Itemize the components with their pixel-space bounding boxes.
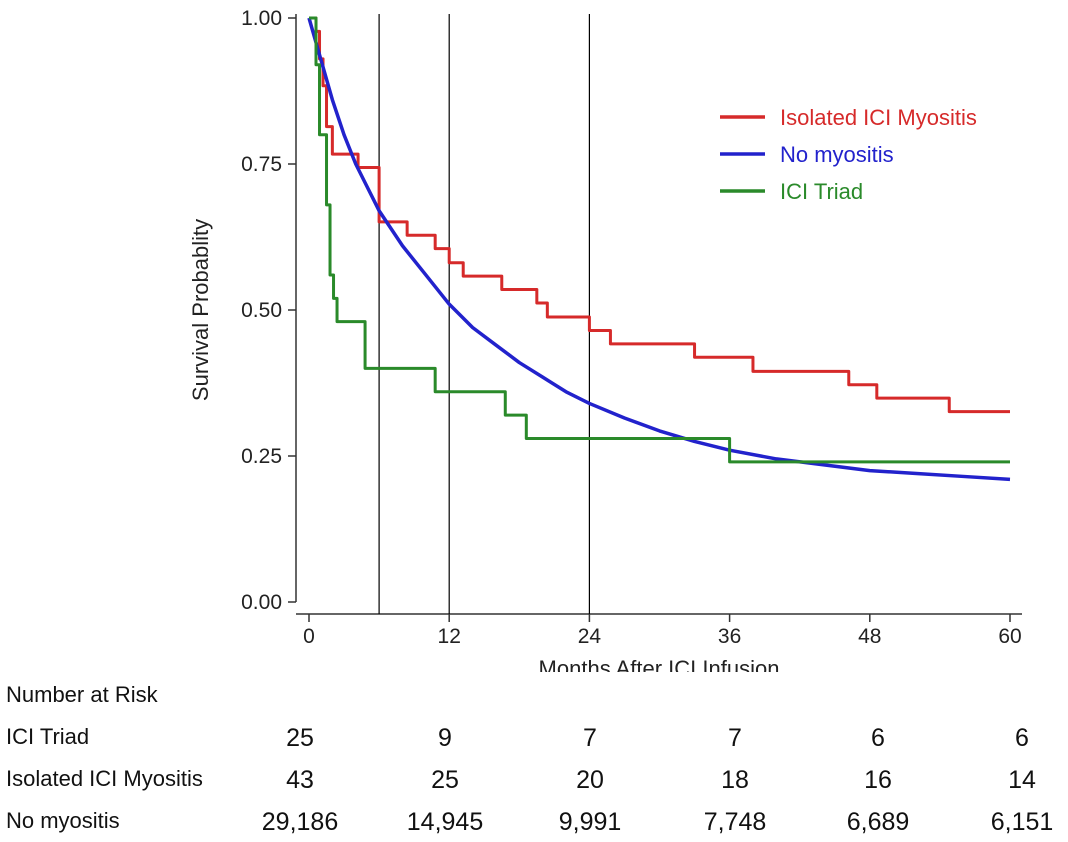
risk-cell: 18 bbox=[721, 766, 749, 794]
series-line bbox=[309, 16, 1010, 464]
x-tick-label: 36 bbox=[718, 625, 741, 648]
series-layer bbox=[307, 16, 1011, 482]
risk-table-title: Number at Risk bbox=[6, 682, 158, 707]
x-tick-label: 12 bbox=[438, 625, 461, 648]
plot-frame bbox=[295, 14, 1022, 615]
risk-cell: 7,748 bbox=[703, 808, 767, 836]
risk-cell: 6,151 bbox=[990, 808, 1054, 836]
legend: Isolated ICI Myositis No myositis ICI Tria… bbox=[720, 105, 977, 204]
risk-row: ICI Triad 25 9 7 7 6 6 bbox=[0, 724, 1068, 758]
x-axis-ticks: 0 12 24 36 48 60 bbox=[303, 614, 1022, 648]
x-axis-title: Months After ICI Infusion bbox=[539, 656, 780, 672]
y-tick-label: 0.00 bbox=[241, 591, 282, 614]
risk-cell: 29,186 bbox=[261, 808, 339, 836]
legend-label: Isolated ICI Myositis bbox=[780, 105, 977, 130]
reference-lines bbox=[378, 14, 591, 614]
risk-row: Isolated ICI Myositis 43 25 20 18 16 14 bbox=[0, 766, 1068, 800]
y-axis-ticks: 0.00 0.25 0.50 0.75 1.00 bbox=[241, 7, 296, 614]
survival-chart: 0 12 24 36 48 60 0.00 0.25 0.50 0.75 1.00 Months … bbox=[188, 7, 1022, 672]
risk-cell: 25 bbox=[431, 766, 459, 794]
y-tick-label: 0.25 bbox=[241, 445, 282, 468]
y-tick-label: 1.00 bbox=[241, 7, 282, 30]
x-tick-label: 0 bbox=[303, 625, 315, 648]
x-tick-label: 60 bbox=[998, 625, 1021, 648]
y-tick-label: 0.50 bbox=[241, 299, 282, 322]
risk-row: No myositis 29,186 14,945 9,991 7,748 6,689 6,… bbox=[0, 808, 1068, 842]
series-line bbox=[307, 17, 1011, 482]
number-at-risk-table: Number at Risk ICI Triad 25 9 7 7 6 6 Isolated … bbox=[0, 672, 1068, 836]
risk-cell: 6,689 bbox=[846, 808, 910, 836]
x-tick-label: 48 bbox=[858, 625, 881, 648]
x-tick-label: 24 bbox=[578, 625, 602, 648]
risk-cell: 20 bbox=[576, 766, 604, 794]
risk-cell: 9 bbox=[438, 724, 452, 752]
series-line bbox=[309, 16, 1010, 414]
risk-cell: 7 bbox=[728, 724, 742, 752]
risk-cell: 14 bbox=[1008, 766, 1036, 794]
risk-cell: 43 bbox=[286, 766, 314, 794]
risk-row-label: Isolated ICI Myositis bbox=[6, 766, 203, 791]
risk-cell: 6 bbox=[871, 724, 885, 752]
y-axis-title: Survival Probablity bbox=[188, 219, 213, 401]
legend-label: ICI Triad bbox=[780, 179, 863, 204]
risk-cell: 14,945 bbox=[406, 808, 484, 836]
legend-label: No myositis bbox=[780, 142, 894, 167]
risk-row-label: ICI Triad bbox=[6, 724, 90, 749]
risk-cell: 16 bbox=[864, 766, 892, 794]
risk-cell: 6 bbox=[1015, 724, 1029, 752]
y-tick-label: 0.75 bbox=[241, 153, 282, 176]
risk-cell: 25 bbox=[286, 724, 314, 752]
risk-cell: 9,991 bbox=[558, 808, 622, 836]
risk-row-label: No myositis bbox=[6, 808, 120, 833]
risk-cell: 7 bbox=[583, 724, 597, 752]
